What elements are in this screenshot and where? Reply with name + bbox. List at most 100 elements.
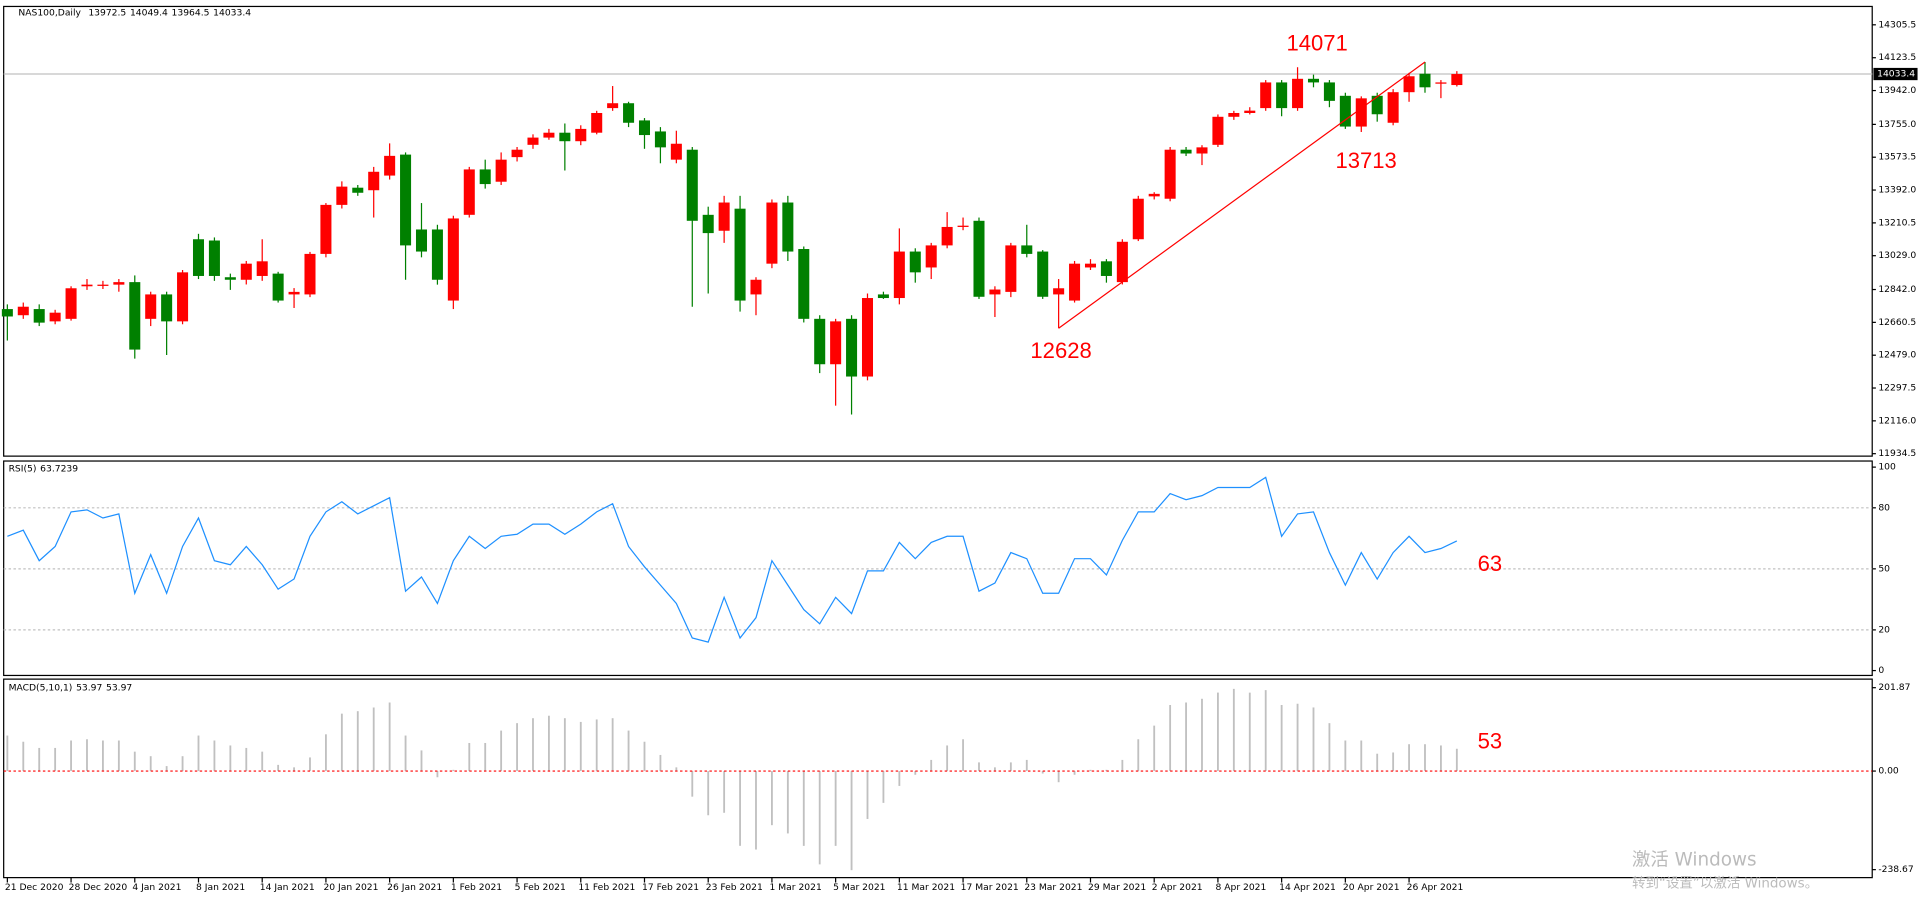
y-tick-label: 0	[1878, 665, 1884, 676]
candle-body	[145, 294, 157, 319]
candle-body	[1228, 112, 1240, 117]
y-tick-label: 13573.5	[1878, 152, 1916, 163]
candle-body	[559, 132, 571, 142]
candle-body	[1053, 288, 1065, 295]
y-tick-label: 13029.0	[1878, 250, 1916, 261]
candle-body	[973, 220, 985, 297]
x-tick-label: 23 Feb 2021	[706, 882, 763, 893]
y-tick-label: 80	[1878, 502, 1890, 513]
x-tick-label: 8 Jan 2021	[196, 882, 245, 893]
candle-body	[240, 263, 252, 280]
macd-header: MACD(5,10,1) 53.97 53.97	[9, 682, 133, 693]
candle-body	[1355, 98, 1367, 127]
y-tick-label: 13755.0	[1878, 119, 1916, 130]
panel-frame	[3, 678, 1873, 879]
candle-body	[336, 186, 348, 205]
candle-body	[909, 251, 921, 273]
macd-title: MACD(5,10,1)	[9, 682, 73, 693]
candle-body	[1037, 251, 1049, 297]
candle-body	[177, 272, 189, 322]
watermark-sub: 转到“设置”以激活 Windows。	[1632, 876, 1818, 892]
watermark: 激活 Windows	[1632, 849, 1757, 870]
y-tick-label: 100	[1878, 462, 1896, 473]
candle-body	[814, 318, 826, 365]
candle-body	[1, 309, 13, 317]
candle-body	[718, 202, 730, 231]
candle-body	[129, 282, 141, 350]
candle-body	[1164, 149, 1176, 199]
y-tick-label: 12116.0	[1878, 415, 1916, 426]
candle-body	[352, 187, 364, 193]
candle-body	[1084, 263, 1097, 268]
candle-body	[304, 253, 316, 295]
x-tick-label: 26 Jan 2021	[387, 882, 442, 893]
candle-body	[288, 291, 300, 295]
candle-body	[670, 143, 682, 160]
candle-body	[638, 120, 651, 136]
candle-body	[654, 131, 666, 148]
x-tick-label: 17 Mar 2021	[961, 882, 1019, 893]
candle-body	[575, 128, 587, 142]
candle-body	[1451, 74, 1463, 86]
candle-body	[511, 149, 523, 158]
x-tick-label: 28 Dec 2020	[69, 882, 128, 893]
high-value: 14049.4	[130, 7, 168, 18]
rsi-line	[7, 476, 1458, 643]
y-tick-label: 50	[1878, 563, 1890, 574]
y-tick-label: 11934.5	[1878, 448, 1916, 459]
candle-body	[1180, 149, 1192, 154]
y-tick-label: 14123.5	[1878, 52, 1916, 63]
candle-body	[192, 239, 205, 276]
candle-body	[1323, 82, 1335, 101]
candle-body	[81, 284, 93, 287]
candle-body	[1100, 261, 1112, 276]
candle-body	[1371, 95, 1383, 115]
y-tick-label: 12660.5	[1878, 317, 1916, 328]
x-tick-label: 5 Feb 2021	[515, 882, 566, 893]
candle-body	[1403, 76, 1415, 93]
x-tick-label: 29 Mar 2021	[1088, 882, 1146, 893]
candle-body	[447, 218, 459, 301]
candle-body	[1387, 92, 1399, 123]
candle-body	[272, 273, 284, 301]
panel-frame	[3, 5, 1873, 457]
candle-body	[782, 202, 794, 252]
candle-body	[1132, 198, 1144, 240]
candle-body	[543, 132, 555, 138]
candle-body	[1419, 73, 1431, 88]
price-label: 14033.4	[1877, 69, 1915, 80]
close-value: 14033.4	[213, 7, 251, 18]
x-tick-label: 1 Mar 2021	[769, 882, 821, 893]
macd-value: 53.97	[76, 682, 102, 693]
annotation: 53	[1478, 729, 1503, 754]
candle-body	[1148, 193, 1160, 197]
x-tick-label: 4 Jan 2021	[132, 882, 181, 893]
candle-body	[893, 251, 905, 299]
x-tick-label: 2 Apr 2021	[1152, 882, 1203, 893]
y-tick-label: 13942.0	[1878, 85, 1916, 96]
annotation: 13713	[1336, 148, 1397, 173]
candle-body	[1292, 78, 1304, 109]
candle-body	[431, 229, 443, 280]
candle-body	[623, 103, 635, 123]
candle-body	[208, 240, 220, 276]
candle-body	[830, 321, 842, 365]
candle-body	[1021, 245, 1033, 254]
x-tick-label: 11 Mar 2021	[897, 882, 955, 893]
candle-body	[1212, 116, 1224, 145]
price-label-box	[1873, 67, 1918, 81]
macd-signal-value: 53.97	[106, 682, 132, 693]
candle-body	[1435, 82, 1447, 84]
rsi-title: RSI(5)	[9, 463, 37, 474]
symbol: NAS100,Daily	[18, 7, 81, 18]
price-header: NAS100,Daily 13972.5 14049.4 13964.5 14033.4	[18, 7, 251, 18]
candle-body	[1276, 82, 1288, 109]
candle-body	[1116, 241, 1128, 283]
candle-body	[368, 171, 380, 191]
x-tick-label: 21 Dec 2020	[5, 882, 64, 893]
x-tick-label: 1 Feb 2021	[451, 882, 502, 893]
candle-body	[750, 279, 762, 295]
candle-body	[17, 306, 29, 316]
